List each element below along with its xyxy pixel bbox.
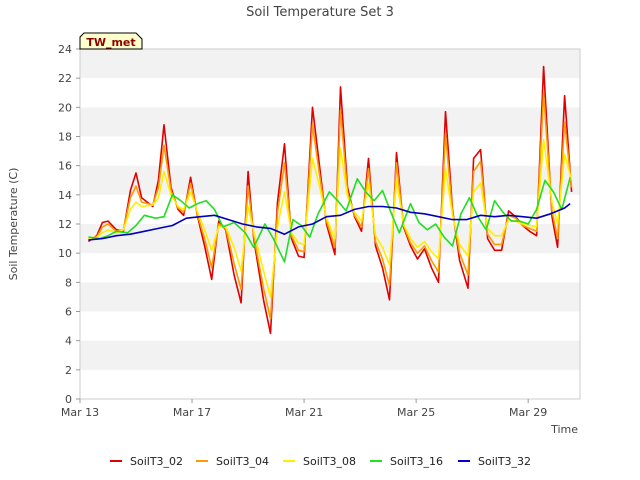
x-tick-label: Mar 17 bbox=[173, 406, 211, 419]
y-tick-label: 20 bbox=[58, 101, 72, 114]
grid-band bbox=[80, 107, 580, 137]
grid-bands bbox=[80, 49, 580, 399]
legend-label-SoilT3_16: SoilT3_16 bbox=[390, 455, 443, 468]
x-tick-label: Mar 13 bbox=[61, 406, 99, 419]
legend: SoilT3_02 SoilT3_04 SoilT3_08 SoilT3_16 Soil… bbox=[110, 455, 531, 468]
x-tick-label: Mar 25 bbox=[397, 406, 435, 419]
y-tick-label: 0 bbox=[65, 393, 72, 406]
y-tick-label: 22 bbox=[58, 72, 72, 85]
y-tick-label: 10 bbox=[58, 247, 72, 260]
station-badge-shape bbox=[79, 32, 143, 50]
y-tick-label: 16 bbox=[58, 160, 72, 173]
y-tick-label: 24 bbox=[58, 43, 72, 56]
series-line-SoilT3_16 bbox=[88, 177, 571, 263]
y-tick-label: 4 bbox=[65, 335, 72, 348]
chart-title: Soil Temperature Set 3 bbox=[246, 5, 394, 20]
y-tick-label: 6 bbox=[65, 306, 72, 319]
series-line-SoilT3_08 bbox=[88, 138, 573, 298]
x-tick-label: Mar 29 bbox=[509, 406, 547, 419]
legend-label-SoilT3_02: SoilT3_02 bbox=[130, 455, 183, 468]
y-tick-label: 2 bbox=[65, 364, 72, 377]
grid-band bbox=[80, 282, 580, 312]
grid-band bbox=[80, 194, 580, 224]
x-axis-ticks: Mar 13 Mar 17 Mar 21 Mar 25 Mar 29 bbox=[61, 399, 547, 419]
y-tick-label: 18 bbox=[58, 131, 72, 144]
legend-label-SoilT3_04: SoilT3_04 bbox=[216, 455, 269, 468]
grid-band bbox=[80, 136, 580, 166]
y-tick-label: 8 bbox=[65, 276, 72, 289]
grid-band bbox=[80, 369, 580, 399]
legend-label-SoilT3_08: SoilT3_08 bbox=[303, 455, 356, 468]
y-tick-label: 14 bbox=[58, 189, 72, 202]
grid-band bbox=[80, 253, 580, 283]
series-lines bbox=[87, 65, 573, 335]
grid-band bbox=[80, 165, 580, 195]
grid-band bbox=[80, 49, 580, 79]
grid-band bbox=[80, 78, 580, 108]
grid-band bbox=[80, 340, 580, 370]
x-tick-label: Mar 21 bbox=[285, 406, 323, 419]
station-label: TW_met bbox=[86, 36, 135, 49]
y-tick-label: 12 bbox=[58, 218, 72, 231]
series-line-SoilT3_02 bbox=[87, 65, 573, 335]
series-line-SoilT3_32 bbox=[88, 202, 571, 241]
y-axis-label: Soil Temperature (C) bbox=[7, 168, 20, 281]
station-badge: TW_met bbox=[79, 32, 143, 50]
series-line-SoilT3_04 bbox=[88, 92, 573, 320]
grid-band bbox=[80, 311, 580, 341]
x-axis-label: Time bbox=[550, 423, 578, 436]
legend-label-SoilT3_32: SoilT3_32 bbox=[478, 455, 531, 468]
